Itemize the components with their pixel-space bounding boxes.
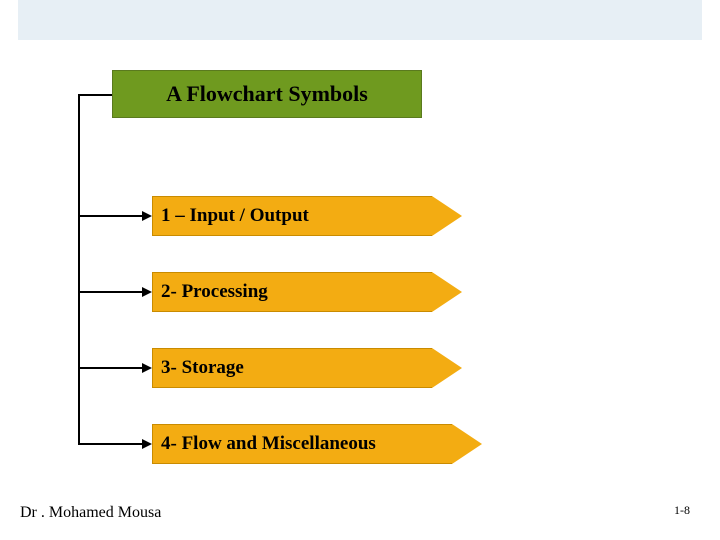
top-band bbox=[18, 0, 702, 40]
connector-trunk bbox=[78, 94, 80, 444]
arrow-right-icon bbox=[142, 211, 152, 221]
title-text: A Flowchart Symbols bbox=[166, 81, 368, 107]
arrow-right-icon bbox=[142, 287, 152, 297]
chevron-right-icon bbox=[432, 348, 462, 388]
arrow-right-icon bbox=[142, 363, 152, 373]
item-label: 1 – Input / Output bbox=[152, 196, 432, 236]
item-label: 3- Storage bbox=[152, 348, 432, 388]
chevron-right-icon bbox=[432, 196, 462, 236]
connector-branch bbox=[78, 291, 142, 293]
item-label: 4- Flow and Miscellaneous bbox=[152, 424, 452, 464]
list-item: 2- Processing bbox=[152, 272, 462, 312]
list-item: 1 – Input / Output bbox=[152, 196, 462, 236]
chevron-right-icon bbox=[452, 424, 482, 464]
list-item: 4- Flow and Miscellaneous bbox=[152, 424, 482, 464]
list-item: 3- Storage bbox=[152, 348, 462, 388]
connector-title-stub bbox=[78, 94, 112, 96]
footer-page-number: 1-8 bbox=[674, 503, 690, 518]
title-box: A Flowchart Symbols bbox=[112, 70, 422, 118]
arrow-right-icon bbox=[142, 439, 152, 449]
connector-branch bbox=[78, 367, 142, 369]
connector-branch bbox=[78, 215, 142, 217]
footer-author: Dr . Mohamed Mousa bbox=[20, 504, 161, 522]
item-label: 2- Processing bbox=[152, 272, 432, 312]
connector-branch bbox=[78, 443, 142, 445]
chevron-right-icon bbox=[432, 272, 462, 312]
